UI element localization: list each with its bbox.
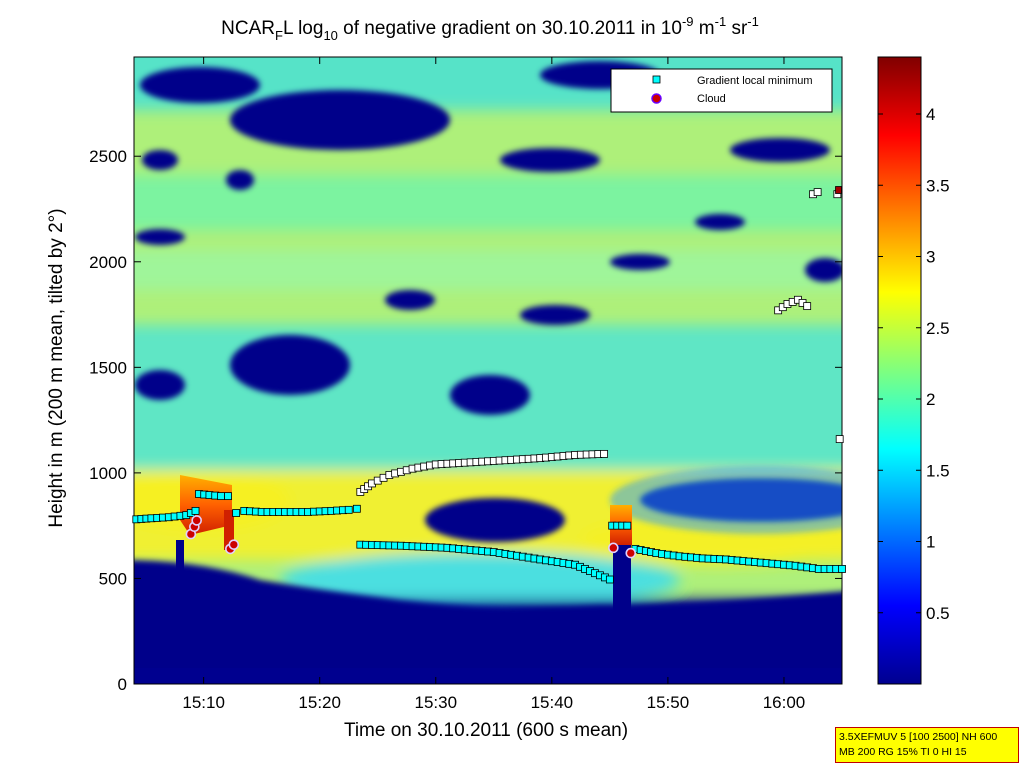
y-tick-label: 500 [99, 569, 127, 588]
colorbar-tick-label: 2 [926, 390, 935, 409]
series-marker [803, 302, 812, 311]
x-tick-label: 15:40 [531, 693, 574, 712]
series-marker [191, 506, 200, 515]
x-axis-label: Time on 30.10.2011 (600 s mean) [344, 720, 628, 741]
x-tick-label: 16:00 [763, 693, 806, 712]
colorbar-tick-label: 3.5 [926, 176, 950, 195]
y-tick-label: 1500 [89, 358, 127, 377]
cloud-marker [228, 539, 240, 550]
series-marker [835, 435, 844, 444]
legend: Gradient local minimum Cloud [610, 68, 833, 113]
chart-title: NCARFL log10 of negative gradient on 30.… [221, 14, 759, 43]
y-tick-label: 1000 [89, 464, 127, 483]
colorbar-tick-label: 4 [926, 105, 935, 124]
colorbar-tick-label: 1 [926, 533, 935, 552]
cloud-marker [191, 515, 202, 526]
series-marker-edge [835, 186, 842, 194]
y-tick-label: 2000 [89, 253, 127, 272]
colorbar-tick-label: 2.5 [926, 319, 950, 338]
series-marker [600, 449, 608, 458]
series-marker [623, 521, 632, 530]
legend-marker-gradient-min [652, 75, 661, 84]
colorbar-tick-label: 3 [926, 248, 935, 267]
info-line-2: MB 200 RG 15% TI 0 HI 15 [839, 746, 967, 758]
colorbar-ticks: 0.5 1 1.5 2 2.5 3 3.5 4 [878, 105, 950, 623]
series-marker [224, 492, 232, 501]
series-marker [217, 492, 225, 501]
y-axis-label: Height in m (200 m mean, tilted by 2°) [46, 208, 67, 527]
y-tick-label: 2500 [89, 147, 127, 166]
cloud-marker [608, 542, 619, 554]
y-axis: 0 500 1000 1500 2000 2500 [89, 147, 842, 694]
x-tick-label: 15:10 [182, 693, 225, 712]
x-tick-label: 15:50 [647, 693, 690, 712]
cloud-marker [625, 547, 637, 559]
colorbar-gradient [877, 56, 922, 685]
series-marker [232, 509, 241, 517]
series-marker [813, 188, 822, 197]
colorbar: 0.5 1 1.5 2 2.5 3 3.5 4 [877, 56, 950, 685]
series-layer [132, 186, 846, 584]
series-marker [344, 505, 353, 514]
series-marker [838, 565, 846, 573]
x-tick-label: 15:30 [414, 693, 457, 712]
info-box: 3.5XEFMUV 5 [100 2500] NH 600 MB 200 RG … [835, 727, 1019, 763]
colorbar-tick-label: 1.5 [926, 461, 950, 480]
legend-marker-cloud [651, 93, 662, 104]
legend-box [610, 68, 833, 113]
x-tick-label: 15:20 [298, 693, 341, 712]
colorbar-tick-label: 0.5 [926, 604, 950, 623]
y-tick-label: 0 [118, 675, 127, 694]
legend-label-gradient-min: Gradient local minimum [697, 75, 813, 87]
legend-label-cloud: Cloud [697, 93, 726, 105]
series-marker [605, 575, 614, 584]
info-line-1: 3.5XEFMUV 5 [100 2500] NH 600 [839, 731, 998, 743]
series-marker [352, 504, 361, 513]
x-axis: 15:10 15:20 15:30 15:40 15:50 16:00 [182, 57, 805, 712]
heatmap [134, 57, 842, 684]
plot-frame [133, 56, 843, 685]
